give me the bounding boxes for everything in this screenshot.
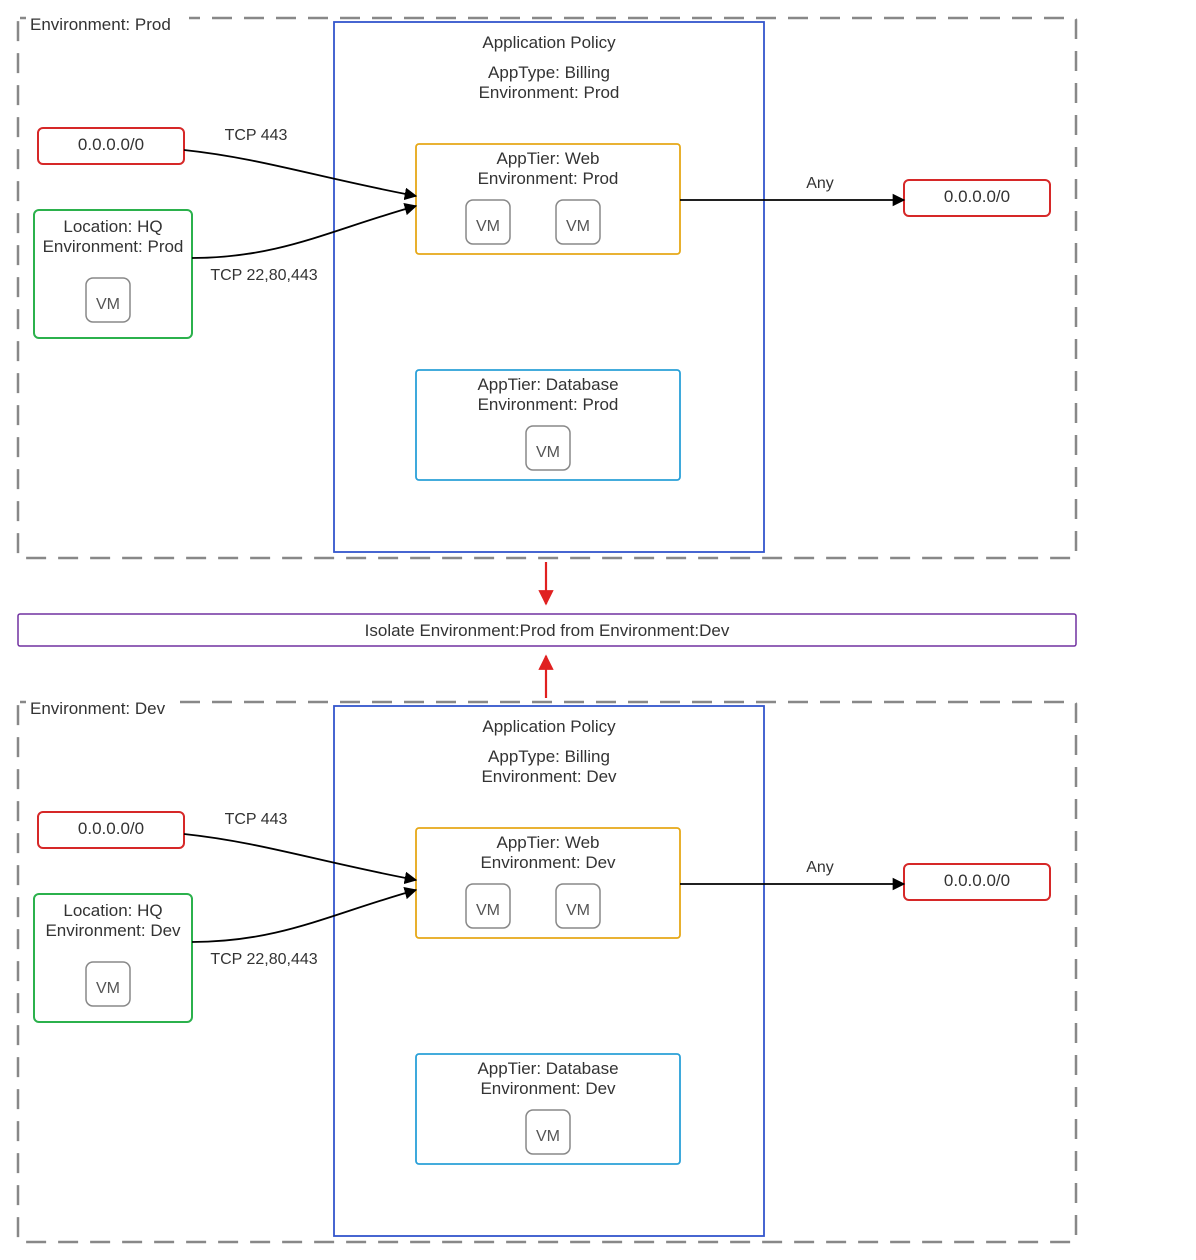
svg-text:VM: VM <box>96 296 120 313</box>
svg-text:AppTier: Database: AppTier: Database <box>477 375 618 394</box>
svg-text:VM: VM <box>476 218 500 235</box>
svg-text:Location: HQ: Location: HQ <box>63 217 162 236</box>
svg-text:Environment: Prod: Environment: Prod <box>479 83 620 102</box>
svg-text:Application Policy: Application Policy <box>482 717 616 736</box>
svg-text:TCP 443: TCP 443 <box>225 811 288 828</box>
svg-text:VM: VM <box>536 444 560 461</box>
svg-text:0.0.0.0/0: 0.0.0.0/0 <box>944 871 1010 890</box>
svg-text:AppType: Billing: AppType: Billing <box>488 63 610 82</box>
svg-text:AppTier: Web: AppTier: Web <box>497 149 600 168</box>
svg-text:VM: VM <box>566 902 590 919</box>
environment-dev: Environment: Dev Application Policy AppTyp… <box>18 698 1076 1242</box>
svg-text:Environment: Dev: Environment: Dev <box>30 699 166 718</box>
svg-text:TCP 22,80,443: TCP 22,80,443 <box>210 267 317 284</box>
svg-text:0.0.0.0/0: 0.0.0.0/0 <box>78 819 144 838</box>
svg-text:AppType: Billing: AppType: Billing <box>488 747 610 766</box>
environment-prod: Environment: Prod Application Policy AppTy… <box>18 14 1076 558</box>
svg-text:Isolate Environment:Prod from: Isolate Environment:Prod from Environmen… <box>365 621 730 640</box>
svg-text:AppTier: Database: AppTier: Database <box>477 1059 618 1078</box>
svg-text:Environment: Prod: Environment: Prod <box>478 395 619 414</box>
svg-text:Environment: Prod: Environment: Prod <box>478 169 619 188</box>
svg-text:Any: Any <box>806 859 834 876</box>
network-policy-diagram: Environment: Prod Application Policy AppTy… <box>0 0 1196 1260</box>
svg-text:Environment: Prod: Environment: Prod <box>30 15 171 34</box>
svg-text:VM: VM <box>566 218 590 235</box>
svg-text:AppTier: Web: AppTier: Web <box>497 833 600 852</box>
svg-text:TCP 443: TCP 443 <box>225 127 288 144</box>
svg-text:Environment: Dev: Environment: Dev <box>481 767 617 786</box>
svg-text:Environment: Prod: Environment: Prod <box>43 237 184 256</box>
svg-text:TCP 22,80,443: TCP 22,80,443 <box>210 951 317 968</box>
svg-text:Location: HQ: Location: HQ <box>63 901 162 920</box>
svg-text:Environment: Dev: Environment: Dev <box>480 1079 616 1098</box>
svg-text:Environment: Dev: Environment: Dev <box>45 921 181 940</box>
svg-text:VM: VM <box>536 1128 560 1145</box>
svg-text:0.0.0.0/0: 0.0.0.0/0 <box>78 135 144 154</box>
svg-text:VM: VM <box>96 980 120 997</box>
svg-text:Any: Any <box>806 175 834 192</box>
svg-text:0.0.0.0/0: 0.0.0.0/0 <box>944 187 1010 206</box>
svg-text:VM: VM <box>476 902 500 919</box>
svg-text:Application Policy: Application Policy <box>482 33 616 52</box>
svg-text:Environment: Dev: Environment: Dev <box>480 853 616 872</box>
